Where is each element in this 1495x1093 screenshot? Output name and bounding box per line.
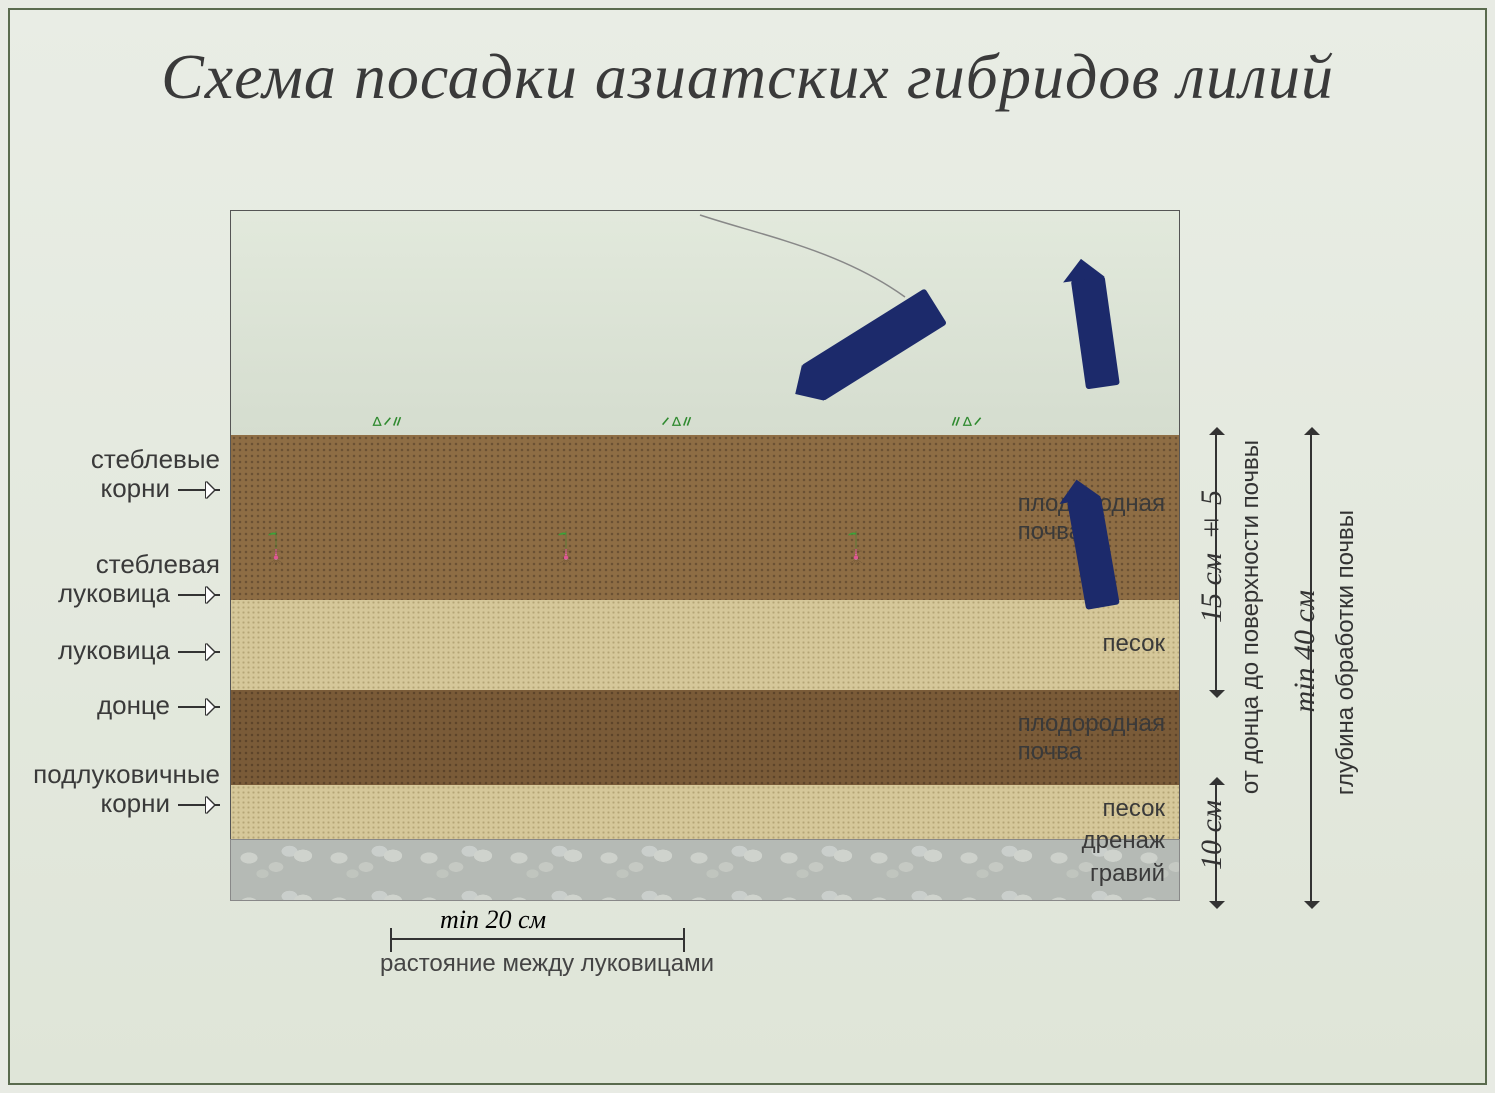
label-sand-bottom: песок xyxy=(1103,795,1165,823)
soil-cross-section: плодороднаяпочва песок плодороднаяпочва … xyxy=(230,435,1180,900)
label-gravel: гравий xyxy=(1090,860,1165,888)
dim-spacing-value: min 20 см xyxy=(440,905,546,935)
layer-sand-bottom xyxy=(231,785,1179,840)
dim-10cm: 10 см xyxy=(1195,800,1229,870)
diagram-frame: Схема посадки азиатских гибридов лилий п… xyxy=(8,8,1487,1085)
grass-icon: ᐞᐟᐥ xyxy=(371,413,403,439)
label-basal-plate: донце xyxy=(30,690,220,721)
grass-icon: ᐟᐞᐥ xyxy=(661,413,693,439)
dim-spacing-desc: растояние между луковицами xyxy=(380,950,714,978)
label-stem-roots: стеблевыекорни xyxy=(30,445,220,502)
label-stem-bulb: стеблеваялуковица xyxy=(30,550,220,607)
diagram-area: плодороднаяпочва песок плодороднаяпочва … xyxy=(230,210,1180,900)
dim-bar-spacing xyxy=(390,938,685,940)
layer-sand-mid xyxy=(231,600,1179,690)
layer-gravel xyxy=(231,840,1179,900)
title: Схема посадки азиатских гибридов лилий xyxy=(10,40,1485,114)
grass-icon: ᐥᐞᐟ xyxy=(951,413,983,439)
plant-1 xyxy=(271,235,281,875)
dim-desc-40cm: глубина обработки почвы xyxy=(1332,510,1360,795)
dim-desc-15cm: от донца до поверхности почвы xyxy=(1237,440,1265,794)
dim-15cm: 15 см ± 5 xyxy=(1195,490,1229,623)
plant-2 xyxy=(561,235,571,875)
label-sub-bulb-roots: подлуковичныекорни xyxy=(0,760,220,817)
label-fertile-bottom: плодороднаяпочва xyxy=(1018,710,1165,765)
label-sand-mid: песок xyxy=(1103,630,1165,658)
dim-40cm: min 40 см xyxy=(1288,590,1322,712)
label-bulb: луковица xyxy=(30,635,220,666)
label-drainage: дренаж xyxy=(1082,827,1165,855)
